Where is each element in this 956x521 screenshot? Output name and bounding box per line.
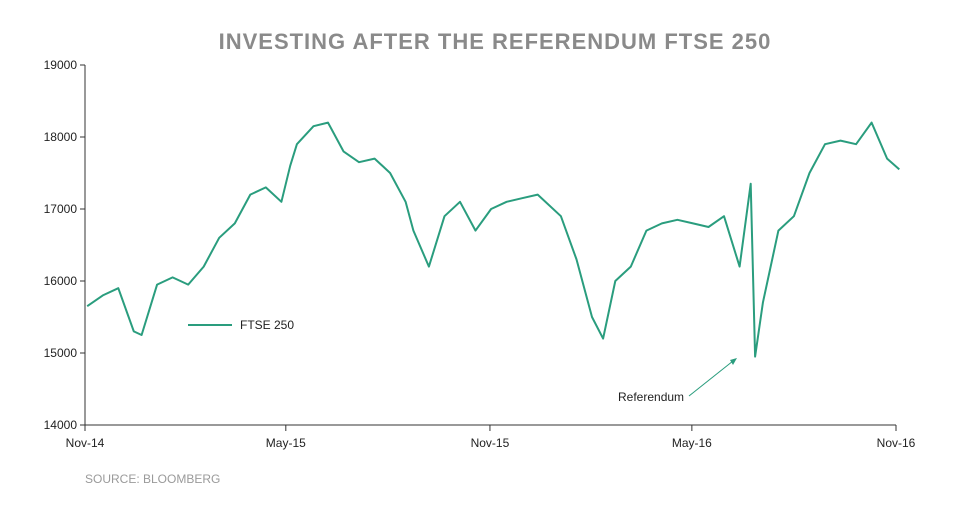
y-tick-label: 15000 bbox=[44, 346, 78, 360]
legend: FTSE 250 bbox=[188, 318, 294, 332]
x-tick-label: May-15 bbox=[266, 436, 306, 450]
y-tick-label: 18000 bbox=[44, 130, 78, 144]
x-tick-label: Nov-16 bbox=[877, 436, 916, 450]
y-tick-label: 14000 bbox=[44, 418, 78, 432]
x-tick-label: Nov-14 bbox=[66, 436, 105, 450]
annotation-arrow-head bbox=[730, 358, 737, 365]
source-note: SOURCE: BLOOMBERG bbox=[85, 472, 220, 486]
legend-label: FTSE 250 bbox=[240, 318, 294, 332]
x-tick-label: May-16 bbox=[672, 436, 712, 450]
x-ticks: Nov-14 May-15 Nov-15 May-16 Nov-16 bbox=[66, 425, 916, 450]
y-tick-label: 17000 bbox=[44, 202, 78, 216]
y-tick-label: 19000 bbox=[44, 58, 78, 72]
annotation-referendum: Referendum bbox=[618, 358, 737, 404]
annotation-text: Referendum bbox=[618, 390, 684, 404]
y-ticks: 19000 18000 17000 16000 15000 14000 bbox=[44, 58, 85, 432]
chart-title: INVESTING AFTER THE REFERENDUM FTSE 250 bbox=[219, 29, 772, 54]
x-tick-label: Nov-15 bbox=[471, 436, 510, 450]
series-line-ftse-250 bbox=[86, 121, 900, 358]
annotation-arrow-line bbox=[688, 360, 734, 397]
y-tick-label: 16000 bbox=[44, 274, 78, 288]
